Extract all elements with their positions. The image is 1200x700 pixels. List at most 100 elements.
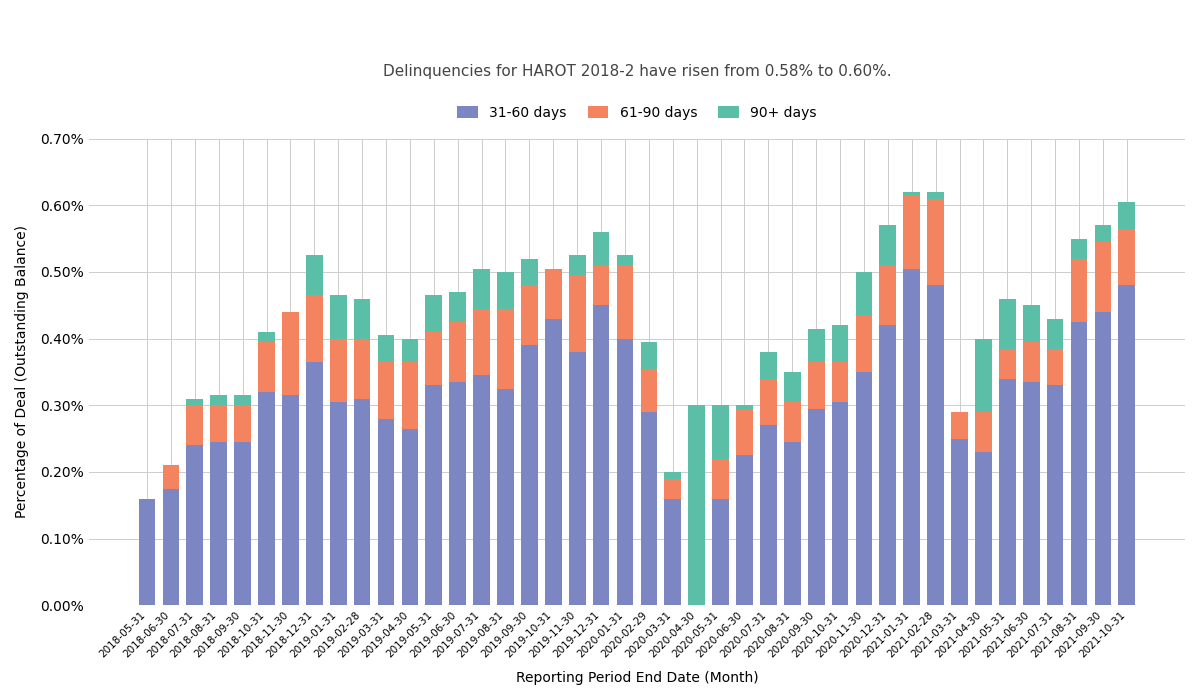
- Bar: [545, 318, 562, 606]
- Bar: [1022, 382, 1039, 606]
- Bar: [1070, 258, 1087, 322]
- Bar: [998, 298, 1015, 349]
- Bar: [402, 428, 419, 606]
- Bar: [856, 272, 872, 315]
- Bar: [306, 362, 323, 606]
- Bar: [928, 192, 944, 199]
- Bar: [1118, 285, 1135, 606]
- Bar: [880, 265, 896, 326]
- Bar: [832, 326, 848, 362]
- Bar: [258, 342, 275, 392]
- Bar: [593, 232, 610, 265]
- Bar: [330, 402, 347, 606]
- Bar: [330, 339, 347, 402]
- Bar: [1118, 228, 1135, 285]
- Bar: [760, 352, 776, 379]
- Bar: [449, 382, 466, 606]
- Bar: [186, 398, 203, 405]
- Bar: [354, 398, 371, 606]
- Bar: [976, 412, 991, 452]
- Bar: [378, 419, 395, 606]
- Bar: [665, 498, 682, 606]
- Bar: [449, 292, 466, 322]
- Bar: [1118, 202, 1135, 228]
- Bar: [904, 195, 920, 269]
- Bar: [832, 402, 848, 606]
- Bar: [258, 392, 275, 606]
- Bar: [665, 472, 682, 479]
- Bar: [354, 339, 371, 398]
- Bar: [1094, 312, 1111, 606]
- Bar: [617, 265, 634, 339]
- Bar: [473, 375, 490, 606]
- Bar: [784, 402, 800, 442]
- Y-axis label: Percentage of Deal (Outstanding Balance): Percentage of Deal (Outstanding Balance): [14, 225, 29, 519]
- Bar: [354, 298, 371, 339]
- Bar: [976, 339, 991, 412]
- Bar: [617, 339, 634, 606]
- Bar: [1046, 385, 1063, 606]
- Bar: [378, 335, 395, 362]
- Bar: [760, 425, 776, 606]
- Bar: [521, 285, 538, 345]
- Bar: [258, 332, 275, 342]
- Bar: [808, 328, 824, 362]
- Bar: [1046, 318, 1063, 349]
- Bar: [449, 322, 466, 382]
- Bar: [712, 405, 728, 458]
- Bar: [641, 342, 658, 368]
- Bar: [736, 409, 752, 455]
- Bar: [1070, 239, 1087, 258]
- Bar: [426, 295, 442, 332]
- Bar: [998, 379, 1015, 606]
- Bar: [282, 312, 299, 395]
- Bar: [497, 309, 514, 388]
- Bar: [689, 405, 706, 606]
- Bar: [880, 225, 896, 265]
- Bar: [808, 362, 824, 409]
- Bar: [569, 256, 586, 275]
- Bar: [210, 442, 227, 606]
- Bar: [1046, 349, 1063, 385]
- Bar: [904, 192, 920, 195]
- Bar: [378, 362, 395, 419]
- Bar: [593, 265, 610, 305]
- Bar: [497, 272, 514, 309]
- Bar: [593, 305, 610, 606]
- Bar: [832, 362, 848, 402]
- Bar: [210, 405, 227, 442]
- Bar: [330, 295, 347, 339]
- Bar: [952, 412, 968, 439]
- Bar: [234, 405, 251, 442]
- Bar: [473, 269, 490, 309]
- Bar: [521, 345, 538, 606]
- Bar: [665, 479, 682, 498]
- Bar: [426, 385, 442, 606]
- Bar: [712, 458, 728, 498]
- Bar: [497, 389, 514, 606]
- Bar: [402, 339, 419, 362]
- Bar: [641, 368, 658, 412]
- Title: Delinquencies for HAROT 2018-2 have risen from 0.58% to 0.60%.: Delinquencies for HAROT 2018-2 have rise…: [383, 64, 892, 79]
- Bar: [234, 395, 251, 405]
- Bar: [139, 498, 156, 606]
- Bar: [234, 442, 251, 606]
- Bar: [306, 256, 323, 295]
- Bar: [928, 199, 944, 285]
- Bar: [856, 372, 872, 606]
- Bar: [186, 405, 203, 445]
- X-axis label: Reporting Period End Date (Month): Reporting Period End Date (Month): [516, 671, 758, 685]
- Bar: [569, 275, 586, 352]
- Bar: [736, 405, 752, 409]
- Bar: [1070, 322, 1087, 606]
- Bar: [928, 285, 944, 606]
- Bar: [426, 332, 442, 385]
- Bar: [186, 445, 203, 606]
- Bar: [880, 326, 896, 606]
- Bar: [784, 442, 800, 606]
- Bar: [545, 269, 562, 318]
- Bar: [784, 372, 800, 402]
- Bar: [712, 498, 728, 606]
- Bar: [736, 455, 752, 606]
- Bar: [998, 349, 1015, 379]
